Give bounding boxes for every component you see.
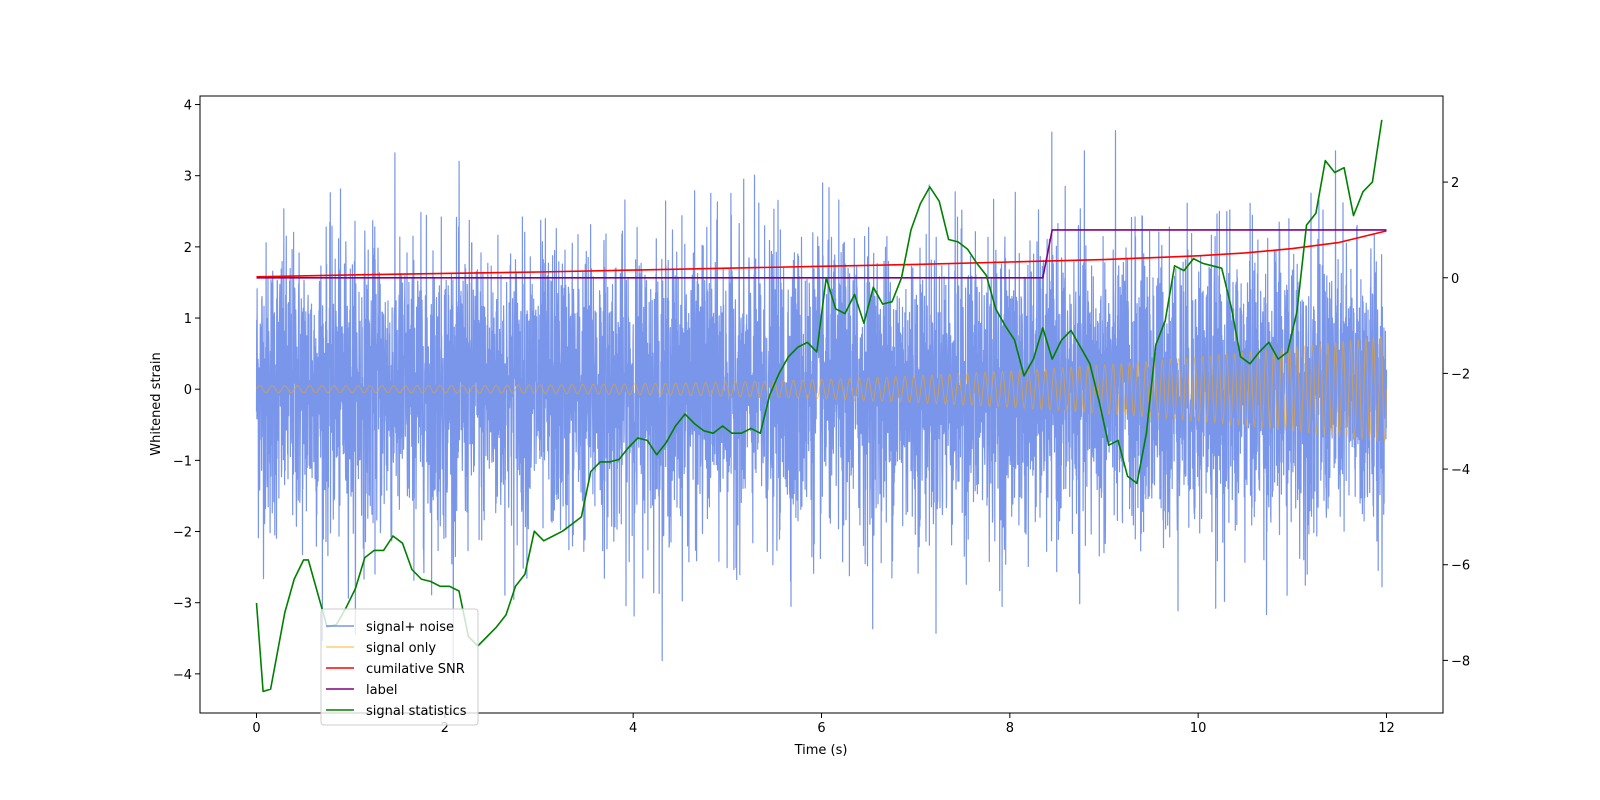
y2-tick-label: −4 — [1451, 463, 1470, 478]
legend-label: signal only — [366, 641, 436, 656]
x-tick-label: 0 — [252, 721, 260, 736]
y-tick-label: −2 — [173, 526, 192, 541]
y2-tick-label: −8 — [1451, 654, 1470, 669]
plot-series — [255, 119, 1388, 693]
legend-label: cumilative SNR — [366, 662, 465, 677]
y-tick-label: −3 — [173, 597, 192, 612]
y-tick-label: 4 — [184, 99, 192, 114]
y2-tick-label: −6 — [1451, 559, 1470, 574]
y2-tick-label: −2 — [1451, 367, 1470, 382]
x-tick-label: 2 — [441, 721, 449, 736]
legend-box — [320, 608, 479, 726]
legend-label: label — [366, 683, 397, 698]
y-tick-label: 3 — [184, 170, 192, 185]
x-tick-label: 10 — [1190, 721, 1207, 736]
legend-label: signal+ noise — [366, 620, 454, 635]
series-line-signal-statistics — [255, 119, 1383, 693]
x-tick-label: 6 — [817, 721, 825, 736]
legend-label: signal statistics — [366, 704, 467, 719]
y-tick-label: 0 — [184, 383, 192, 398]
x-tick-label: 12 — [1378, 721, 1395, 736]
y-tick-label: 2 — [184, 241, 192, 256]
y-axis-label: Whitened strain — [149, 352, 164, 455]
y-tick-label: 1 — [184, 312, 192, 327]
x-axis-label: Time (s) — [794, 743, 848, 758]
y2-tick-label: 2 — [1451, 176, 1459, 191]
series-line-signal-noise — [255, 130, 1388, 680]
y2-tick-label: 0 — [1451, 272, 1459, 287]
y-tick-label: −1 — [173, 454, 192, 469]
x-tick-label: 4 — [629, 721, 637, 736]
series-line-signal-only — [256, 336, 1387, 443]
y-tick-label: −4 — [173, 668, 192, 683]
legend: signal+ noise signal only cumilative SNR la… — [320, 608, 479, 726]
x-tick-label: 8 — [1006, 721, 1014, 736]
series-line-label — [256, 229, 1387, 279]
series-line-cumilative-snr — [256, 230, 1387, 278]
